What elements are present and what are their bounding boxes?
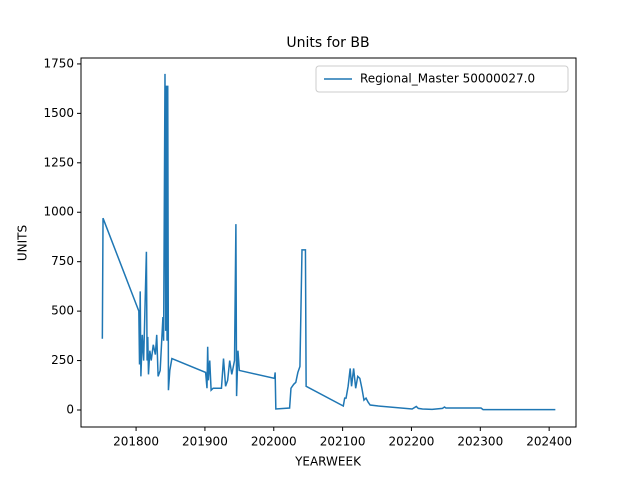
x-tick-label: 202400 (526, 435, 572, 449)
y-tick-label: 1500 (43, 106, 74, 120)
x-tick-label: 202100 (320, 435, 366, 449)
x-tick-label: 202200 (389, 435, 435, 449)
x-tick-label: 202300 (457, 435, 503, 449)
y-tick-label: 0 (66, 402, 74, 416)
x-axis-label: YEARWEEK (294, 455, 362, 469)
legend-box (315, 65, 569, 93)
y-tick-label: 1750 (43, 56, 74, 70)
y-tick-label: 1250 (43, 155, 74, 169)
line-series (101, 73, 556, 411)
chart-title: Units for BB (286, 35, 369, 51)
y-tick-label: 250 (51, 353, 74, 367)
y-tick-label: 1000 (43, 205, 74, 219)
legend-label: Regional_Master 50000027.0 (360, 72, 535, 86)
x-tick-label: 201900 (182, 435, 228, 449)
y-tick-label: 750 (51, 254, 74, 268)
plot-frame (80, 57, 577, 428)
y-axis-label: UNITS (16, 225, 30, 261)
x-tick-label: 201800 (113, 435, 159, 449)
x-tick-label: 202000 (251, 435, 297, 449)
y-tick-label: 500 (51, 304, 74, 318)
legend: Regional_Master 50000027.0 (315, 65, 569, 93)
